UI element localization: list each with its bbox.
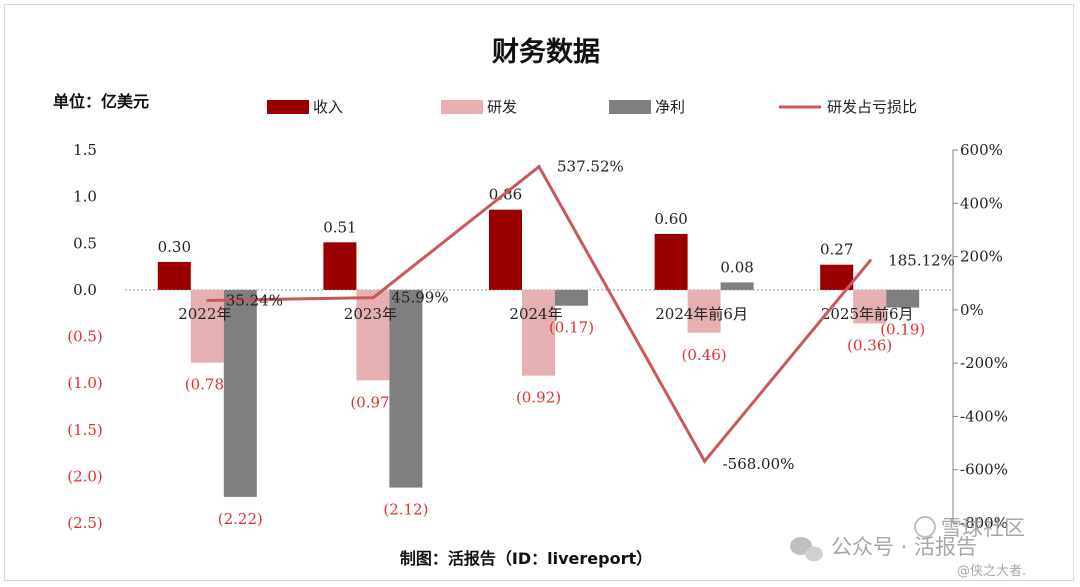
rnd-loss-ratio-data-label: -568.00% xyxy=(723,455,795,473)
legend-swatch-revenue xyxy=(267,100,309,114)
revenue-bar xyxy=(654,233,688,290)
rnd-loss-ratio-point xyxy=(206,298,210,302)
revenue-bar xyxy=(157,261,191,290)
net-profit-data-label: (2.22) xyxy=(218,510,263,528)
revenue-bar xyxy=(489,209,522,290)
right-axis-tick-label: -400% xyxy=(960,407,1008,425)
watermark-author: @侠之大者. xyxy=(957,564,1026,579)
left-axis-tick-label: (1.5) xyxy=(67,421,103,439)
rnd-loss-ratio-point xyxy=(703,459,707,463)
rnd-bar xyxy=(853,289,887,324)
right-axis-tick-label: -200% xyxy=(960,354,1008,372)
legend-swatch-net-profit xyxy=(609,100,651,114)
left-axis-tick-label: (1.0) xyxy=(67,374,103,392)
left-axis-tick-label: 0.5 xyxy=(73,234,97,252)
rnd-bar xyxy=(687,289,721,333)
right-axis-tick-label: -600% xyxy=(960,461,1008,479)
net-profit-bar xyxy=(555,289,588,306)
legend: 收入 研发 净利 研发占亏损比 xyxy=(267,98,917,116)
revenue-data-label: 0.51 xyxy=(323,218,356,236)
rnd-loss-ratio-data-label: 45.99% xyxy=(391,289,448,307)
watermark-account: 公众号 · 活报告 xyxy=(831,535,977,559)
legend-label-rnd-loss-ratio: 研发占亏损比 xyxy=(827,98,917,116)
wechat-icon xyxy=(790,537,823,562)
right-axis-tick-label: 600% xyxy=(960,141,1003,159)
rnd-data-label: (0.78) xyxy=(185,376,230,394)
xueqiu-logo-icon xyxy=(914,516,936,538)
left-axis-tick-label: (2.5) xyxy=(67,514,103,532)
net-profit-bar xyxy=(720,282,754,290)
left-axis-tick-label: 1.0 xyxy=(73,188,97,206)
rnd-data-label: (0.46) xyxy=(682,346,727,364)
rnd-bar xyxy=(356,289,390,381)
rnd-loss-ratio-point xyxy=(868,259,872,263)
left-axis-tick-label: 1.5 xyxy=(73,141,97,159)
left-axis-tick-label: (2.0) xyxy=(67,467,103,485)
rnd-loss-ratio-data-label: 35.24% xyxy=(226,291,283,309)
net-profit-bar xyxy=(389,289,423,488)
net-profit-bar xyxy=(223,289,257,497)
revenue-data-label: 0.30 xyxy=(158,238,191,256)
revenue-data-label: 0.60 xyxy=(654,210,687,228)
right-axis-tick-label: -800% xyxy=(960,514,1008,532)
rnd-bar xyxy=(190,289,224,363)
category-label: 2024年 xyxy=(509,305,562,323)
net-profit-data-label: (0.17) xyxy=(549,319,594,337)
left-axis-tick-label: (0.5) xyxy=(67,328,103,346)
footer-credit: 制图：活报告（ID：livereport） xyxy=(400,549,652,568)
rnd-data-label: (0.36) xyxy=(847,336,892,354)
category-label: 2025年前6月 xyxy=(821,305,914,323)
rnd-loss-ratio-point xyxy=(537,165,541,169)
rnd-loss-ratio-data-label: 537.52% xyxy=(557,158,624,176)
right-axis-tick-label: 0% xyxy=(960,301,984,319)
unit-label: 单位：亿美元 xyxy=(53,92,149,111)
net-profit-data-label: (0.19) xyxy=(880,321,925,339)
revenue-data-label: 0.27 xyxy=(820,241,853,259)
legend-swatch-rnd xyxy=(441,100,483,114)
chart-title: 财务数据 xyxy=(492,37,600,68)
revenue-bar xyxy=(323,242,357,290)
rnd-bar xyxy=(522,289,555,376)
financial-chart: 财务数据 单位：亿美元 收入 研发 净利 研发占亏损比 1.5 1.0 0.5 0.0… xyxy=(53,37,1026,579)
rnd-data-label: (0.97) xyxy=(350,393,395,411)
category-label: 2022年 xyxy=(178,305,231,323)
left-axis-tick-label: 0.0 xyxy=(73,281,97,299)
rnd-loss-ratio-point xyxy=(371,296,375,300)
net-profit-data-label: (2.12) xyxy=(383,501,428,519)
watermark: 公众号 · 活报告 雪球社区 @侠之大者. xyxy=(790,516,1026,579)
right-axis-tick-label: 400% xyxy=(960,194,1003,212)
legend-label-revenue: 收入 xyxy=(313,98,343,116)
net-profit-data-label: 0.08 xyxy=(720,258,753,276)
watermark-community: 雪球社区 xyxy=(941,516,1025,540)
category-label: 2024年前6月 xyxy=(655,305,748,323)
net-profit-bar xyxy=(886,289,920,308)
right-axis-tick-label: 200% xyxy=(960,248,1003,266)
rnd-data-label: (0.92) xyxy=(516,389,561,407)
chart-frame: 财务数据 单位：亿美元 收入 研发 净利 研发占亏损比 1.5 1.0 0.5 0.0… xyxy=(4,4,1074,581)
legend-label-rnd: 研发 xyxy=(487,98,517,116)
rnd-loss-ratio-data-label: 185.12% xyxy=(888,252,955,270)
category-label: 2023年 xyxy=(344,305,397,323)
plot-area: 1.5 1.0 0.5 0.0 (0.5) (1.0) (1.5) (2.0) (2.5) 600… xyxy=(67,141,1008,532)
legend-label-net-profit: 净利 xyxy=(655,98,685,116)
